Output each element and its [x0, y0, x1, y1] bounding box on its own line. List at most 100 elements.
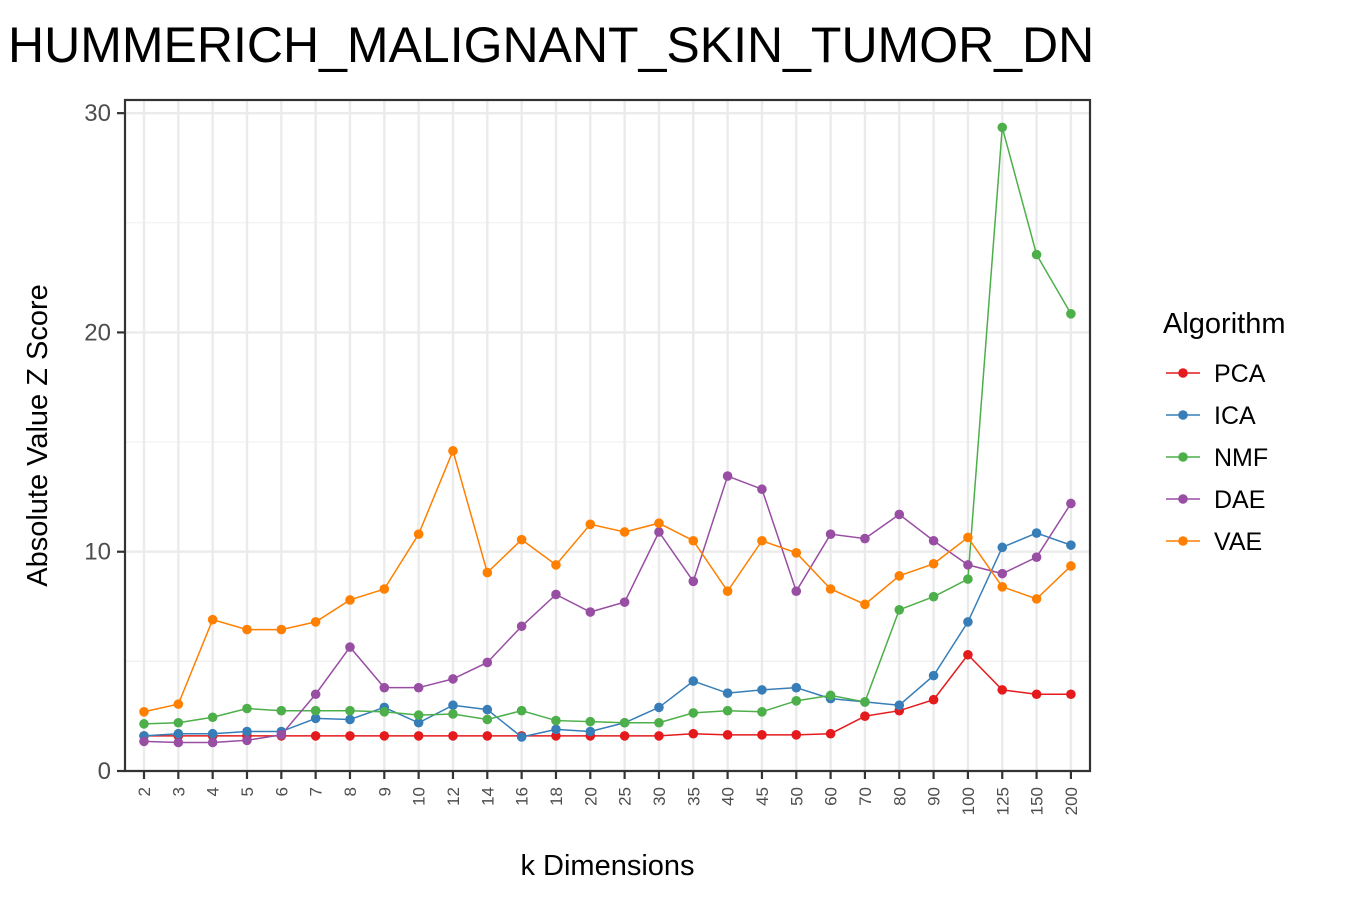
series-nmf: [139, 122, 1076, 729]
y-tick-label: 0: [98, 758, 111, 785]
data-point-vae: [963, 532, 973, 543]
data-point-nmf: [619, 717, 630, 728]
data-point-ica: [722, 688, 733, 698]
series-line-nmf: [143, 127, 1072, 725]
legend-item-ica: ICA: [1166, 402, 1256, 430]
x-tick-label: 12: [444, 787, 463, 806]
data-point-nmf: [139, 719, 149, 729]
data-point-dae: [139, 736, 149, 747]
data-point-ica: [585, 726, 596, 737]
data-point-dae: [345, 642, 355, 652]
data-point-pca: [791, 730, 802, 740]
series-vae: [139, 446, 1076, 717]
data-point-pca: [997, 685, 1008, 695]
legend-label: NMF: [1214, 444, 1268, 472]
x-tick-label: 16: [513, 787, 532, 806]
data-point-dae: [310, 689, 321, 700]
data-point-nmf: [585, 716, 596, 727]
data-point-dae: [757, 484, 767, 495]
legend-key-point: [1178, 410, 1188, 420]
x-tick-label: 35: [684, 787, 703, 806]
data-point-ica: [963, 617, 973, 627]
data-point-pca: [688, 728, 699, 739]
y-axis-title: Absolute Value Z Score: [22, 284, 54, 587]
x-tick-label: 4: [204, 787, 223, 796]
data-point-dae: [379, 682, 390, 693]
data-point-dae: [894, 509, 905, 520]
data-point-pca: [413, 731, 424, 741]
y-tick-label: 30: [84, 100, 111, 127]
data-point-dae: [825, 529, 836, 539]
data-point-nmf: [722, 705, 733, 716]
legend: Algorithm PCA ICA NMF DAE VAE: [1163, 308, 1286, 556]
series-line-pca: [144, 653, 1071, 737]
series-line-ica: [143, 532, 1072, 738]
chart-title: HUMMERICH_MALIGNANT_SKIN_TUMOR_DN: [8, 17, 1094, 73]
data-point-dae: [482, 657, 493, 668]
data-point-vae: [276, 624, 287, 635]
legend-label: PCA: [1214, 360, 1266, 388]
data-point-nmf: [894, 605, 905, 615]
data-point-pca: [825, 728, 836, 739]
legend-label: DAE: [1214, 486, 1265, 514]
data-point-nmf: [173, 717, 184, 728]
data-point-nmf: [1066, 308, 1076, 319]
x-tick-label: 90: [925, 787, 944, 806]
data-point-vae: [1031, 594, 1042, 604]
data-point-pca: [551, 731, 561, 741]
data-point-nmf: [448, 709, 458, 719]
data-point-pca: [928, 694, 939, 705]
data-point-vae: [310, 617, 321, 627]
data-point-ica: [516, 732, 527, 742]
data-point-vae: [482, 567, 493, 578]
plot-panel-background: [125, 100, 1090, 771]
data-point-ica: [448, 700, 458, 711]
data-point-nmf: [207, 712, 218, 723]
data-point-dae: [688, 576, 699, 587]
data-point-vae: [413, 529, 424, 539]
plot-panel-border: [123, 98, 1092, 773]
data-point-vae: [688, 535, 699, 546]
data-point-ica: [688, 676, 699, 686]
legend-item-nmf: NMF: [1166, 444, 1268, 472]
data-point-pca: [619, 731, 630, 741]
x-tick-label: 5: [238, 787, 257, 796]
y-axis: 0 10 20 30: [84, 100, 125, 785]
data-point-pca: [482, 731, 493, 741]
data-point-vae: [791, 548, 802, 558]
data-point-ica: [894, 700, 905, 711]
data-point-ica: [310, 713, 321, 724]
legend-item-vae: VAE: [1166, 528, 1262, 556]
data-point-dae: [413, 682, 424, 693]
data-point-vae: [619, 527, 630, 537]
x-tick-label: 125: [993, 787, 1012, 815]
data-point-vae: [551, 560, 561, 570]
data-point-ica: [757, 685, 767, 695]
data-point-nmf: [688, 708, 699, 718]
data-point-vae: [654, 518, 664, 529]
data-point-vae: [1066, 561, 1076, 571]
data-point-dae: [654, 527, 664, 537]
data-point-dae: [173, 737, 184, 748]
data-point-pca: [722, 730, 733, 740]
data-point-pca: [379, 731, 390, 741]
data-point-vae: [139, 706, 149, 717]
data-point-pca: [310, 731, 321, 741]
data-point-vae: [997, 582, 1008, 592]
data-point-dae: [860, 533, 870, 544]
legend-key-point: [1178, 536, 1188, 546]
data-point-pca: [448, 731, 458, 741]
data-point-dae: [551, 589, 561, 600]
series-line-vae: [143, 448, 1072, 713]
x-tick-label: 50: [787, 787, 806, 806]
y-tick-label: 10: [84, 539, 111, 566]
series-line-dae: [143, 475, 1072, 744]
x-tick-label: 8: [341, 787, 360, 796]
x-tick-label: 3: [169, 787, 188, 796]
data-point-dae: [1066, 498, 1076, 509]
data-point-nmf: [379, 706, 390, 717]
data-point-dae: [963, 560, 973, 570]
legend-title: Algorithm: [1163, 308, 1286, 340]
data-point-vae: [757, 535, 767, 546]
